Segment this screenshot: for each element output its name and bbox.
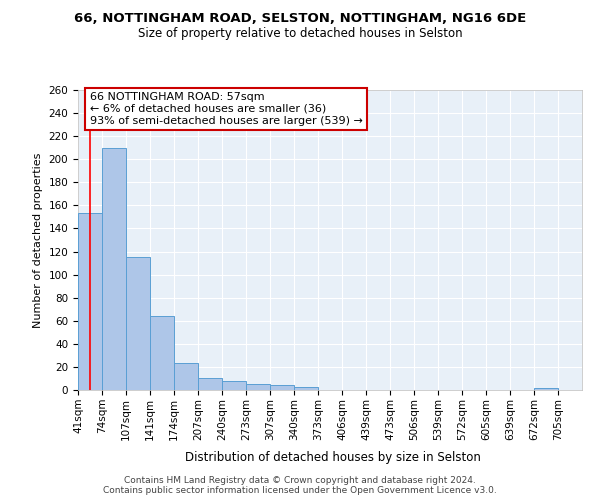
Text: 66, NOTTINGHAM ROAD, SELSTON, NOTTINGHAM, NG16 6DE: 66, NOTTINGHAM ROAD, SELSTON, NOTTINGHAM… bbox=[74, 12, 526, 26]
Bar bbox=[534, 388, 558, 390]
Bar bbox=[78, 214, 102, 390]
Bar bbox=[294, 386, 318, 390]
Text: Contains HM Land Registry data © Crown copyright and database right 2024.
Contai: Contains HM Land Registry data © Crown c… bbox=[103, 476, 497, 495]
Bar bbox=[222, 381, 246, 390]
Bar bbox=[102, 148, 126, 390]
Bar bbox=[198, 378, 222, 390]
Y-axis label: Number of detached properties: Number of detached properties bbox=[33, 152, 43, 328]
Bar bbox=[174, 364, 198, 390]
Bar bbox=[246, 384, 270, 390]
Bar bbox=[126, 258, 150, 390]
Text: Distribution of detached houses by size in Selston: Distribution of detached houses by size … bbox=[185, 451, 481, 464]
Text: 66 NOTTINGHAM ROAD: 57sqm
← 6% of detached houses are smaller (36)
93% of semi-d: 66 NOTTINGHAM ROAD: 57sqm ← 6% of detach… bbox=[89, 92, 362, 126]
Text: Size of property relative to detached houses in Selston: Size of property relative to detached ho… bbox=[137, 28, 463, 40]
Bar bbox=[150, 316, 174, 390]
Bar bbox=[270, 386, 294, 390]
